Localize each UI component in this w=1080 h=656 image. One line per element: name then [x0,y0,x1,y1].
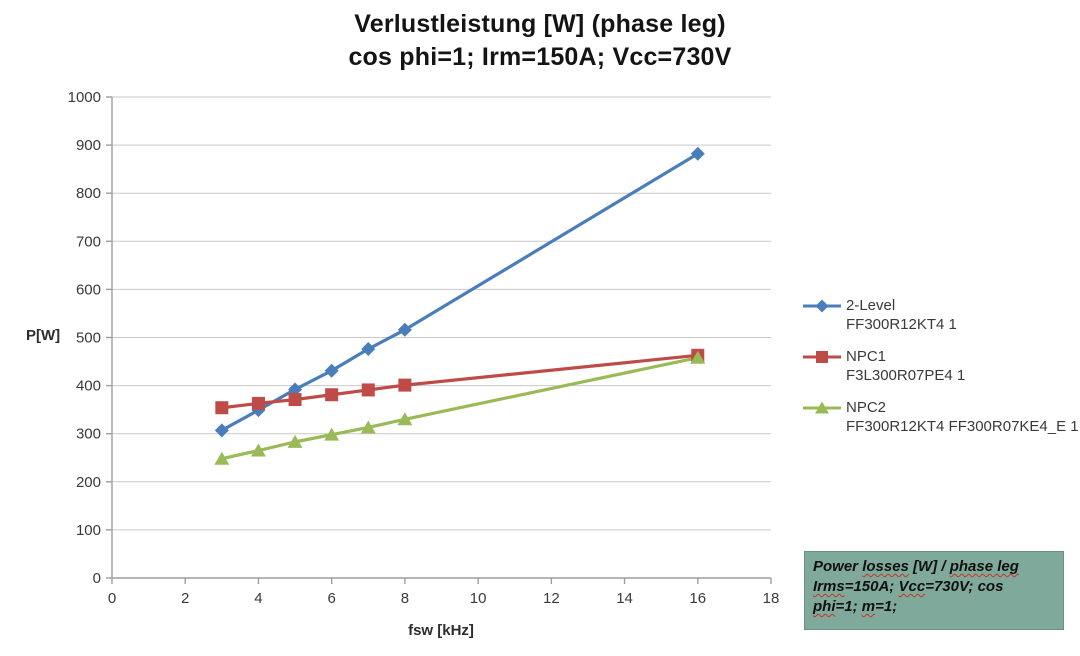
note-text: =150A; [844,578,899,595]
data-point-npc1 [325,388,339,402]
note-text-misspelled: Vcc [898,578,926,595]
y-tick-label: 600 [76,281,101,298]
legend-entry-2-level: 2-Level FF300R12KT4 1 [803,297,1075,334]
data-point-npc1 [215,401,229,415]
note-text: =1; [835,598,862,615]
chart-plot-area: 0 100 200 300 400 500 600 700 800 900 1000 0 2 4 6 8 10 1… [68,89,780,607]
note-text-misspelled: phi [813,598,836,615]
x-tick-label: 16 [689,590,706,607]
note-text-misspelled: m [861,598,876,615]
data-point-npc1 [398,378,412,392]
chart-title-block: Verlustleistung [W] (phase leg) cos phi=… [0,8,1080,74]
legend-series-name: NPC2 [846,399,887,416]
data-point-npc1 [251,396,265,410]
legend-entry-npc2: NPC2 FF300R12KT4 FF300R07KE4_E 1 [803,399,1079,436]
diamond-marker-icon [803,299,841,313]
x-tick-label: 8 [401,590,409,607]
y-tick-label: 100 [76,522,101,539]
note-text-misspelled: Irms [813,578,845,595]
legend-key-row: NPC1 [803,348,1075,366]
data-point-npc2 [397,412,413,426]
legend-series-model: FF300R12KT4 1 [846,316,957,333]
data-point-npc2 [324,427,340,441]
legend-series-model: FF300R12KT4 FF300R07KE4_E 1 [846,418,1079,435]
data-point-npc2 [360,420,376,434]
data-point-2-level [288,382,303,397]
y-tick-label: 800 [76,185,101,202]
data-point-2-level [214,423,229,438]
x-tick-label: 14 [616,590,633,607]
data-point-npc1 [288,393,302,407]
x-tick-label: 18 [763,590,780,607]
y-tick-label: 700 [76,233,101,250]
note-line: phi=1; m=1; [813,597,1055,617]
x-tick-label: 4 [254,590,262,607]
data-point-npc2 [214,451,230,465]
legend-key-row: 2-Level [803,297,1075,315]
data-point-2-level [361,342,376,357]
note-text: =1; [875,598,898,615]
chart-legend: 2-Level FF300R12KT4 1 NPC1 F3L300R07PE4 1 NP… [803,297,1079,436]
chart-subtitle: cos phi=1; Irm=150A; Vcc=730V [348,43,732,71]
square-marker-icon [803,351,841,363]
x-tick-label: 0 [108,590,116,607]
note-text: Power [813,558,863,575]
data-point-npc2 [287,434,303,448]
y-tick-label: 900 [76,137,101,154]
data-point-2-level [397,322,412,337]
x-axis-title: fsw [kHz] [408,622,474,639]
legend-series-name: 2-Level [846,297,896,314]
note-text-misspelled: losses [862,558,909,575]
y-tick-label: 500 [76,330,101,347]
note-line: Irms=150A; Vcc=730V; cos [813,577,1055,597]
data-point-2-level [324,363,339,378]
y-axis-title: P[W] [26,327,61,344]
note-text-misspelled: phase leg [949,558,1019,575]
y-tick-label: 400 [76,378,101,395]
data-point-npc2 [250,443,266,457]
legend-series-model: F3L300R07PE4 1 [846,367,966,384]
note-text: [W] / [908,558,950,575]
y-tick-label: 300 [76,426,101,443]
triangle-marker-icon [803,401,841,414]
note-line: Power losses [W] / phase leg [813,557,1055,577]
note-text: =730V; cos [925,578,1004,595]
note-textbox: Power losses [W] / phase leg Irms=150A; V… [804,551,1064,630]
legend-key-row: NPC2 [803,399,1075,417]
data-point-2-level [690,146,705,161]
y-tick-label: 200 [76,474,101,491]
x-tick-label: 2 [181,590,189,607]
x-tick-label: 10 [470,590,487,607]
data-point-npc1 [361,383,375,397]
y-tick-label: 0 [93,570,101,587]
legend-series-name: NPC1 [846,348,887,365]
x-tick-label: 12 [543,590,560,607]
x-tick-label: 6 [327,590,335,607]
legend-entry-npc1: NPC1 F3L300R07PE4 1 [803,348,1075,385]
data-point-npc2 [690,350,706,364]
chart-title: Verlustleistung [W] (phase leg) [354,10,726,38]
y-tick-label: 1000 [68,89,101,106]
